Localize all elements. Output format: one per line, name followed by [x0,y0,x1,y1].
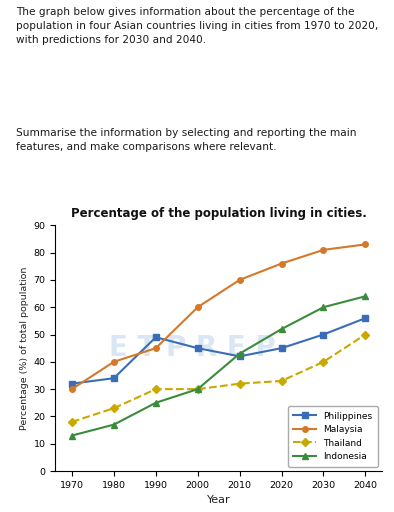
Indonesia [195,386,200,392]
Malaysia [363,241,368,247]
Thailand [279,378,284,384]
Legend: Philippines, Malaysia, Thailand, Indonesia: Philippines, Malaysia, Thailand, Indones… [288,406,378,466]
Malaysia [195,304,200,310]
Malaysia [237,277,242,283]
Philippines [279,345,284,351]
Indonesia [321,304,326,310]
Philippines [363,315,368,321]
Thailand [363,331,368,337]
Text: E T P R E P: E T P R E P [109,334,276,362]
Line: Malaysia: Malaysia [69,242,368,392]
Indonesia [363,293,368,300]
Thailand [70,419,74,425]
Philippines [70,380,74,387]
Thailand [237,380,242,387]
Thailand [112,405,116,411]
X-axis label: Year: Year [207,495,230,505]
Malaysia [112,359,116,365]
Indonesia [153,400,158,406]
Thailand [195,386,200,392]
Thailand [321,359,326,365]
Text: The graph below gives information about the percentage of the population in four: The graph below gives information about … [16,7,378,46]
Malaysia [279,261,284,267]
Title: Percentage of the population living in cities.: Percentage of the population living in c… [71,207,366,220]
Philippines [153,334,158,340]
Text: Summarise the information by selecting and reporting the main features, and make: Summarise the information by selecting a… [16,127,356,152]
Indonesia [237,351,242,357]
Philippines [321,331,326,337]
Line: Indonesia: Indonesia [69,293,368,438]
Philippines [195,345,200,351]
Philippines [237,353,242,359]
Malaysia [153,345,158,351]
Malaysia [70,386,74,392]
Malaysia [321,247,326,253]
Indonesia [279,326,284,332]
Line: Thailand: Thailand [69,332,368,424]
Y-axis label: Percentage (%) of total population: Percentage (%) of total population [20,266,29,430]
Philippines [112,375,116,381]
Indonesia [70,433,74,439]
Indonesia [112,421,116,428]
Line: Philippines: Philippines [69,315,368,387]
Thailand [153,386,158,392]
